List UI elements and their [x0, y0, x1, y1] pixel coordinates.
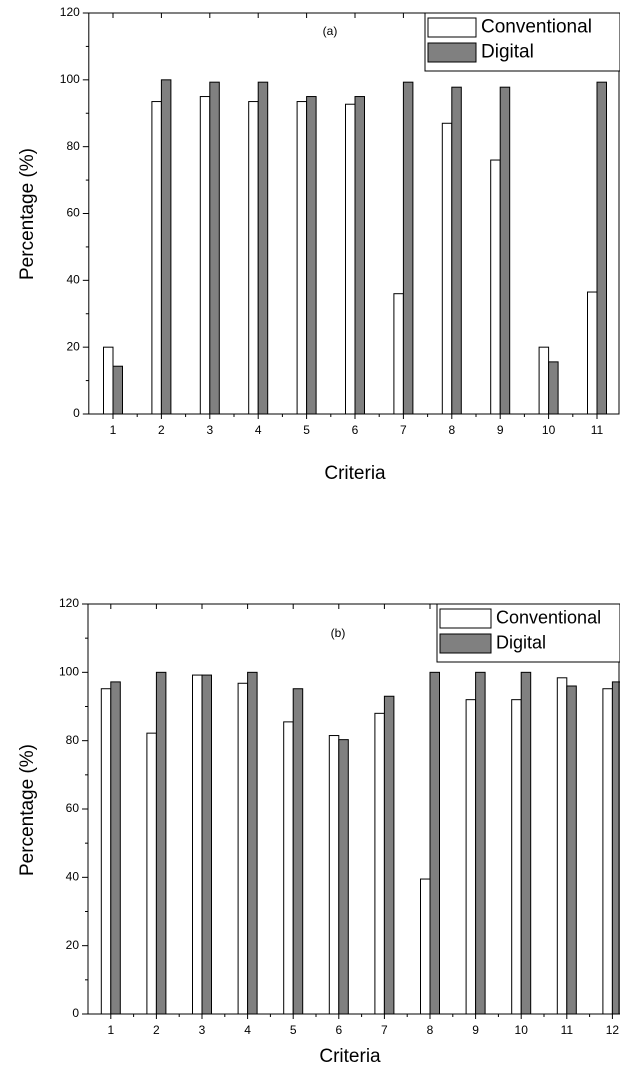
x-tick-label: 1 — [110, 423, 117, 437]
bar — [402, 81, 414, 415]
bar — [283, 721, 294, 1015]
bar — [511, 699, 522, 1015]
bar — [112, 365, 123, 415]
y-axis-label: Percentage (%) — [17, 148, 38, 280]
bar — [146, 732, 157, 1015]
y-tick-label: 40 — [66, 273, 80, 287]
x-tick-label: 8 — [427, 1023, 434, 1037]
x-tick-label: 3 — [199, 1023, 206, 1037]
y-tick-label: 0 — [73, 406, 80, 420]
bar — [247, 671, 258, 1015]
legend-label: Conventional — [481, 17, 592, 38]
x-tick-label: 7 — [400, 423, 407, 437]
x-tick-label: 6 — [352, 423, 359, 437]
bar — [103, 346, 114, 415]
bar — [538, 346, 550, 415]
y-tick-label: 20 — [66, 339, 80, 353]
y-tick-label: 0 — [72, 1006, 79, 1020]
bar — [338, 739, 349, 1015]
legend-swatch — [439, 608, 492, 629]
bar — [520, 671, 532, 1015]
x-tick-label: 11 — [561, 1023, 574, 1037]
bar — [451, 86, 462, 415]
x-tick-label: 9 — [472, 1023, 479, 1037]
bar — [100, 688, 112, 1015]
bar — [151, 101, 162, 415]
bar — [209, 81, 220, 415]
bar — [566, 685, 577, 1015]
y-tick-label: 100 — [59, 665, 79, 679]
bar — [345, 103, 356, 415]
bar — [296, 101, 308, 415]
bar — [199, 96, 211, 415]
bar — [596, 81, 607, 415]
bar — [490, 159, 501, 415]
bar — [587, 291, 598, 415]
bar — [354, 96, 365, 415]
x-tick-label: 11 — [591, 423, 604, 437]
bar — [374, 712, 385, 1015]
plot-frame — [88, 12, 620, 415]
x-tick-label: 10 — [542, 423, 556, 437]
bar — [465, 699, 477, 1015]
x-tick-label: 7 — [381, 1023, 388, 1037]
x-tick-label: 10 — [515, 1023, 529, 1037]
legend-swatch — [439, 633, 492, 654]
y-tick-label: 80 — [66, 139, 80, 153]
x-tick-label: 4 — [255, 423, 262, 437]
bar — [110, 681, 121, 1015]
y-tick-label: 60 — [66, 206, 80, 220]
x-tick-label: 6 — [335, 1023, 342, 1037]
legend-label: Conventional — [496, 607, 601, 627]
bar — [383, 695, 395, 1015]
x-tick-label: 4 — [244, 1023, 251, 1037]
x-tick-label: 5 — [303, 423, 310, 437]
bar — [548, 361, 559, 415]
bar — [420, 878, 431, 1015]
x-tick-label: 9 — [497, 423, 504, 437]
y-tick-label: 120 — [60, 5, 80, 19]
x-tick-label: 3 — [206, 423, 213, 437]
legend-swatch — [427, 17, 477, 38]
x-tick-label: 2 — [153, 1023, 160, 1037]
bar — [248, 101, 259, 415]
bar — [441, 122, 453, 415]
y-tick-label: 40 — [66, 870, 80, 884]
x-tick-label: 12 — [606, 1023, 620, 1037]
bar — [328, 735, 340, 1015]
y-tick-label: 120 — [59, 596, 79, 610]
bar — [429, 671, 440, 1015]
bar — [201, 674, 212, 1015]
bar — [155, 671, 167, 1015]
x-tick-label: 2 — [158, 423, 165, 437]
x-tick-label: 5 — [290, 1023, 297, 1037]
y-tick-label: 60 — [66, 801, 80, 815]
bar — [499, 86, 511, 415]
y-axis-label: Percentage (%) — [17, 744, 38, 876]
legend-label: Digital — [496, 632, 546, 652]
bar — [556, 677, 568, 1015]
bar — [160, 79, 172, 415]
bar — [306, 96, 317, 415]
annotation: (a) — [323, 24, 338, 38]
legend-swatch — [427, 42, 477, 63]
annotation: (b) — [331, 626, 346, 640]
y-tick-label: 80 — [66, 733, 80, 747]
y-tick-label: 20 — [66, 938, 80, 952]
x-axis-label: Criteria — [324, 463, 386, 484]
bar — [475, 671, 486, 1015]
y-tick-label: 100 — [60, 72, 80, 86]
bar — [602, 688, 613, 1015]
x-axis-label: Criteria — [319, 1046, 381, 1067]
bar — [292, 688, 304, 1015]
bar — [192, 674, 203, 1015]
bar — [393, 293, 404, 415]
legend-label: Digital — [481, 42, 534, 63]
plot-frame — [87, 603, 620, 1015]
x-tick-label: 8 — [448, 423, 455, 437]
x-tick-label: 1 — [107, 1023, 114, 1037]
bar — [257, 81, 269, 415]
bar — [237, 682, 249, 1015]
